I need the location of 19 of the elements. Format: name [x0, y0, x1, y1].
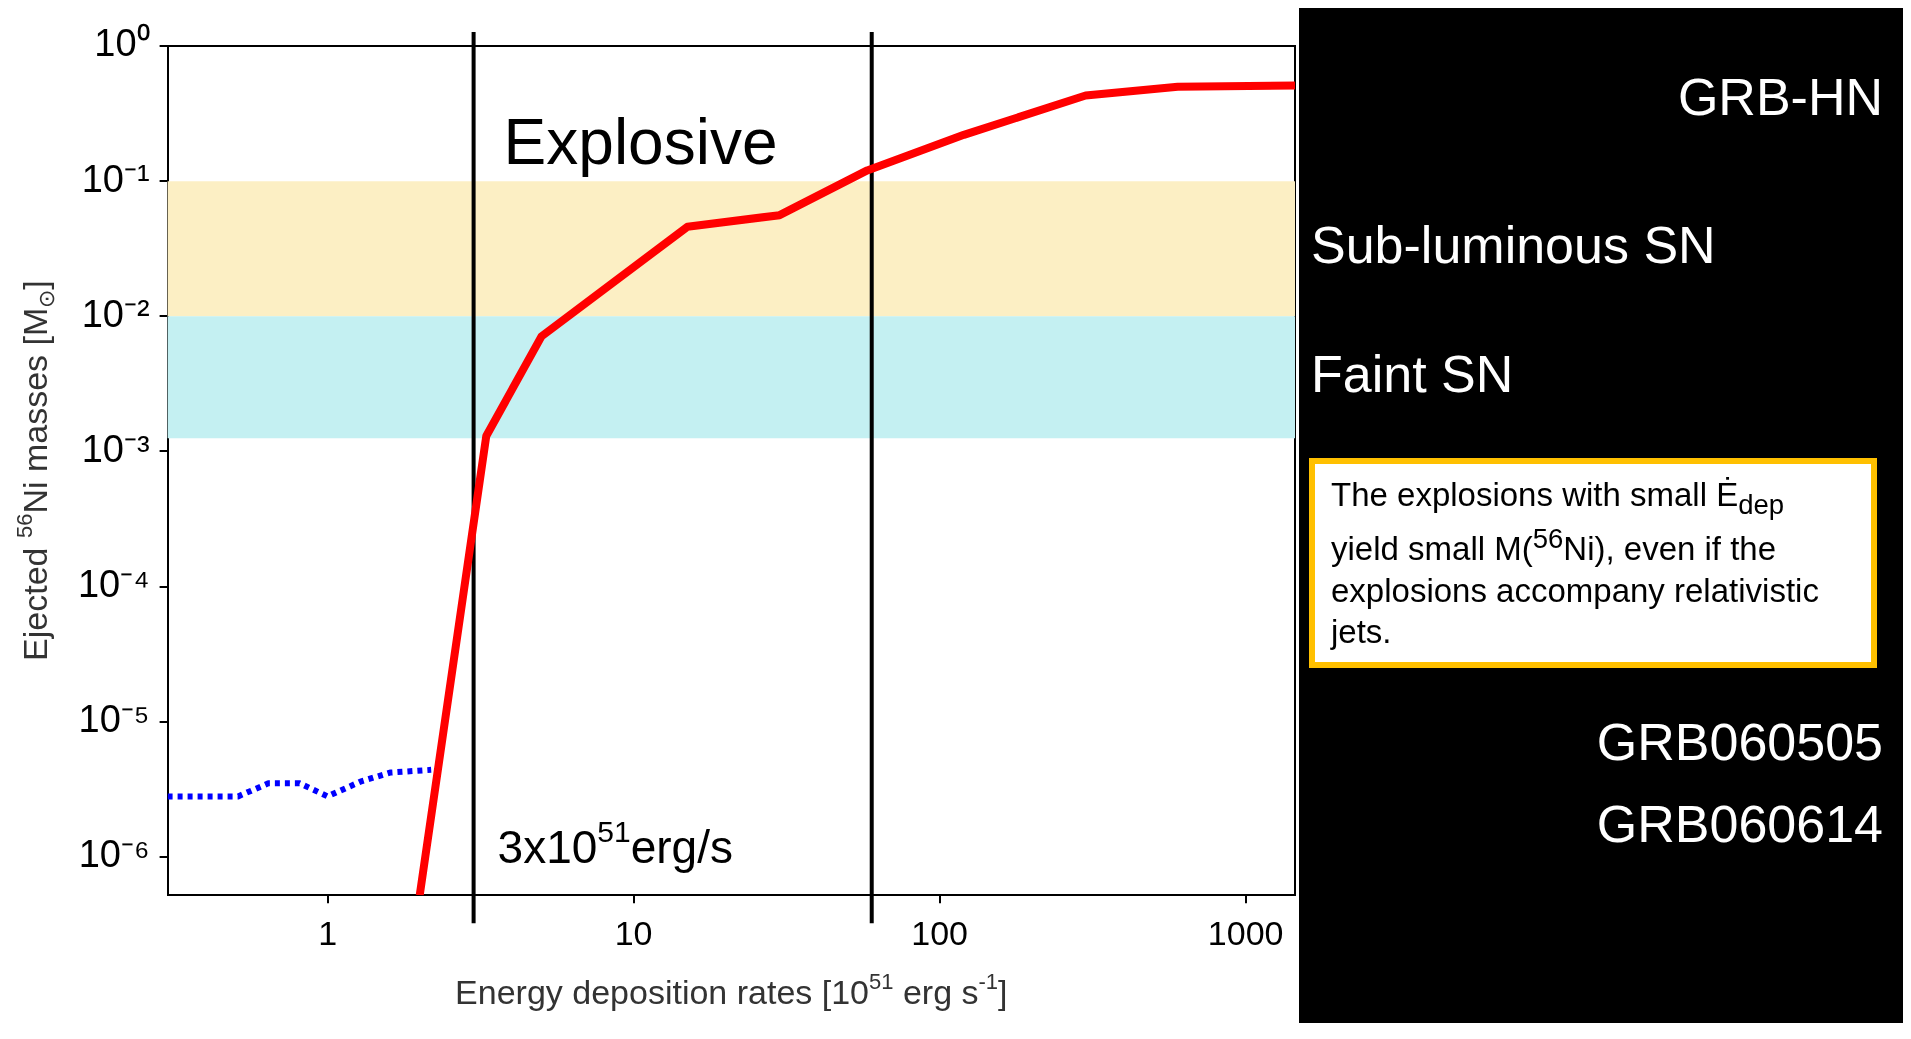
y-axis-title: Ejected 56Ni masses [M⊙]	[12, 280, 60, 661]
y-tick-label: 10⁰	[94, 22, 150, 65]
text: GRB060505	[1596, 712, 1883, 771]
y-tick-label: 10⁻²	[81, 292, 150, 335]
x-tick-label: 100	[911, 913, 968, 952]
x-tick-label: 1000	[1207, 913, 1284, 952]
x-tick-label: 1	[318, 913, 338, 952]
band-label: Sub-luminous SN	[1311, 216, 1716, 275]
text: The explosions with small Ė$_{dep}$ yield small M($^{56}$Ni), even if the explosions accompany relativistic jets.	[1331, 476, 1819, 650]
x-tick-label: 10	[614, 913, 653, 952]
y-tick-label: 10⁻¹	[81, 157, 150, 200]
text: GRB-HN	[1677, 68, 1883, 127]
y-tick-label: 10⁻⁴	[77, 563, 150, 606]
y-tick-label: 10⁻⁶	[78, 833, 150, 876]
y-tick-label: 10⁻³	[81, 427, 150, 470]
y-tick-label: 10⁻⁵	[78, 698, 150, 741]
band-label: Faint SN	[1311, 344, 1514, 403]
annotation: Explosive	[503, 105, 778, 178]
text: GRB060614	[1596, 794, 1883, 853]
